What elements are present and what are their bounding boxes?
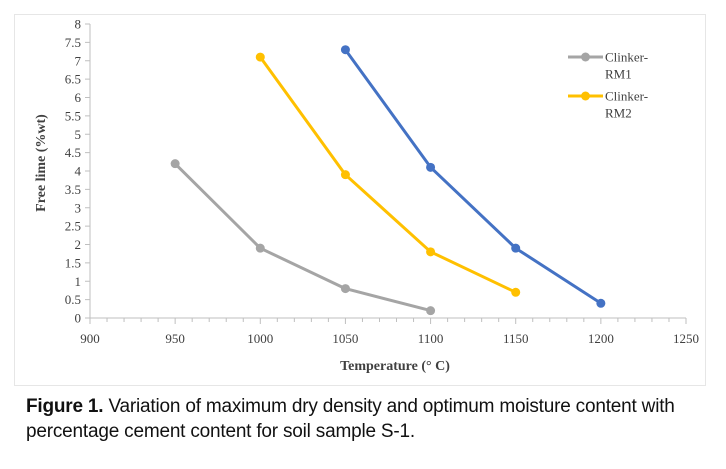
y-tick-label: 0.5	[65, 292, 81, 307]
x-tick-label: 1050	[332, 331, 358, 346]
y-tick-label: 7.5	[65, 35, 81, 50]
y-axis-label: Free lime (%wt)	[34, 114, 49, 212]
x-tick-label: 1250	[673, 331, 699, 346]
y-tick-label: 4	[75, 164, 82, 179]
y-tick-label: 2.5	[65, 219, 81, 234]
y-tick-label: 8	[75, 17, 82, 32]
chart-area: 0 0.5 1 1.5 2 2.5 3 3.5 4 4.5 5 5.5 6 6.5 7 7.5 8 900 950 1…	[14, 14, 706, 386]
figure-caption: Figure 1. Variation of maximum dry densi…	[26, 394, 716, 444]
y-tick-label: 5	[75, 127, 82, 142]
legend-label: RM2	[605, 106, 632, 121]
series-layer	[170, 45, 606, 316]
y-tick-label: 6.5	[65, 72, 81, 87]
y-tick-label: 0	[75, 311, 82, 326]
legend-marker	[581, 91, 590, 101]
x-tick-label: 900	[80, 331, 100, 346]
series-line-1	[173, 162, 433, 313]
legend-label: RM1	[605, 67, 632, 82]
data-point	[340, 170, 350, 180]
x-tick-label: 1000	[247, 331, 273, 346]
data-point	[426, 162, 436, 172]
data-point	[170, 159, 180, 169]
caption-label: Figure 1.	[26, 396, 104, 417]
data-point	[426, 306, 436, 316]
data-point	[511, 287, 521, 297]
data-point	[426, 247, 436, 257]
y-tick-label: 2	[75, 237, 82, 252]
y-tick-label: 7	[75, 53, 82, 68]
x-tick-label: 1200	[588, 331, 614, 346]
line-chart: 0 0.5 1 1.5 2 2.5 3 3.5 4 4.5 5 5.5 6 6.5 7 7.5 8 900 950 1…	[34, 17, 699, 375]
y-tick-label: 5.5	[65, 108, 81, 123]
y-tick-label: 3	[75, 200, 82, 215]
legend-marker	[581, 52, 590, 62]
data-point	[255, 52, 265, 62]
axes: 0 0.5 1 1.5 2 2.5 3 3.5 4 4.5 5 5.5 6 6.5 7 7.5 8 900 950 1…	[65, 17, 699, 347]
x-tick-label: 1100	[418, 331, 444, 346]
legend-label: Clinker-	[605, 50, 648, 65]
data-point	[340, 284, 350, 294]
caption-text: Variation of maximum dry density and opt…	[26, 396, 675, 442]
data-point	[255, 243, 265, 253]
y-tick-label: 1.5	[65, 255, 81, 270]
y-tick-label: 6	[75, 90, 82, 105]
series-line-3	[343, 48, 603, 305]
legend-label: Clinker-	[605, 89, 648, 104]
data-point	[340, 45, 350, 55]
x-tick-label: 1150	[503, 331, 529, 346]
x-tick-label: 950	[165, 331, 185, 346]
data-point	[596, 298, 606, 308]
y-tick-label: 3.5	[65, 182, 81, 197]
data-point	[511, 243, 521, 253]
x-axis-label: Temperature (° C)	[340, 359, 450, 374]
y-tick-label: 4.5	[65, 145, 81, 160]
series-line-2	[258, 55, 518, 294]
legend: Clinker- RM1 Clinker- RM2	[568, 50, 648, 121]
y-tick-label: 1	[75, 274, 82, 289]
